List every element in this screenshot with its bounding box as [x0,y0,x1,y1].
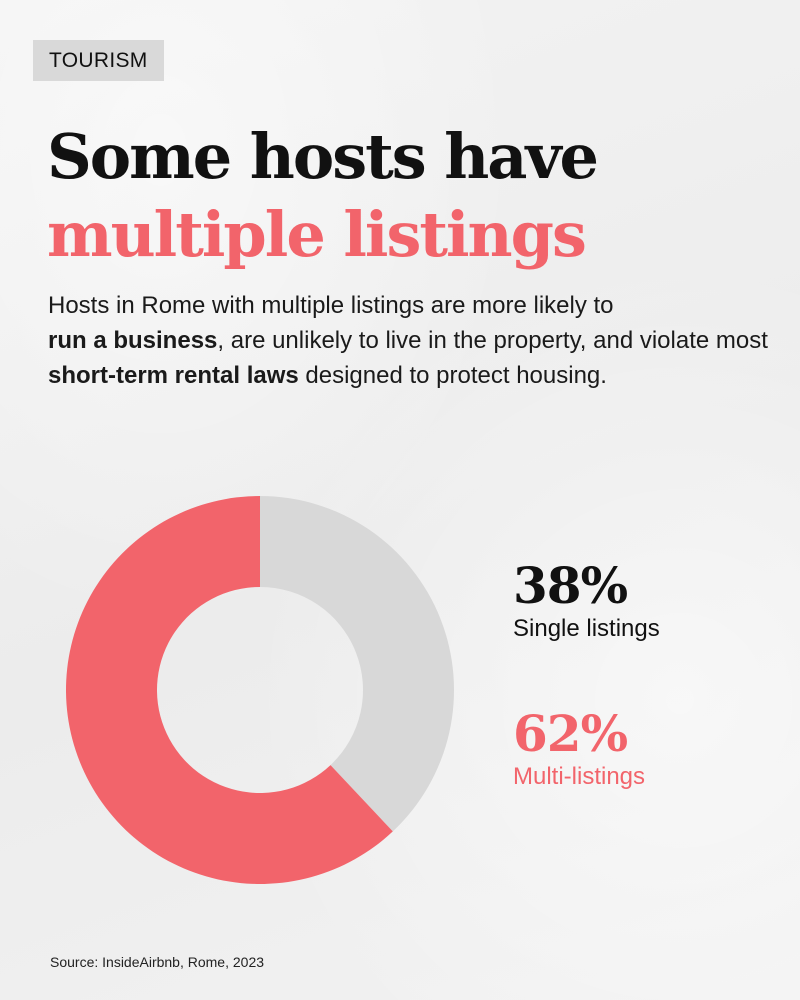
stat-multi-percent: 62% [513,704,628,763]
description-bold-1: run a business [48,327,218,354]
category-tag: TOURISM [33,40,164,81]
donut-slice-multi-listings [65,496,393,884]
stat-single-label: Single listings [513,615,660,642]
donut-slice-single-listings [260,496,454,832]
headline-line-2: multiple listings [47,198,587,271]
stat-multi-label: Multi-listings [513,763,646,790]
description-text-3: designed to protect housing. [298,362,607,389]
stat-single: 38% Single listings [513,558,660,644]
description-bold-2: short-term rental laws [48,362,299,389]
headline-line-1: Some hosts have [47,120,599,193]
description-text-2: , are unlikely to live in the property, … [217,327,768,354]
source-note: Source: InsideAirbnb, Rome, 2023 [50,954,265,970]
description: Hosts in Rome with multiple listings are… [48,288,768,393]
headline: Some hosts have multiple listings [47,118,599,274]
stat-single-percent: 38% [513,556,628,615]
donut-chart [65,496,454,884]
stat-multi: 62% Multi-listings [513,706,645,792]
description-text-1: Hosts in Rome with multiple listings are… [48,292,614,319]
